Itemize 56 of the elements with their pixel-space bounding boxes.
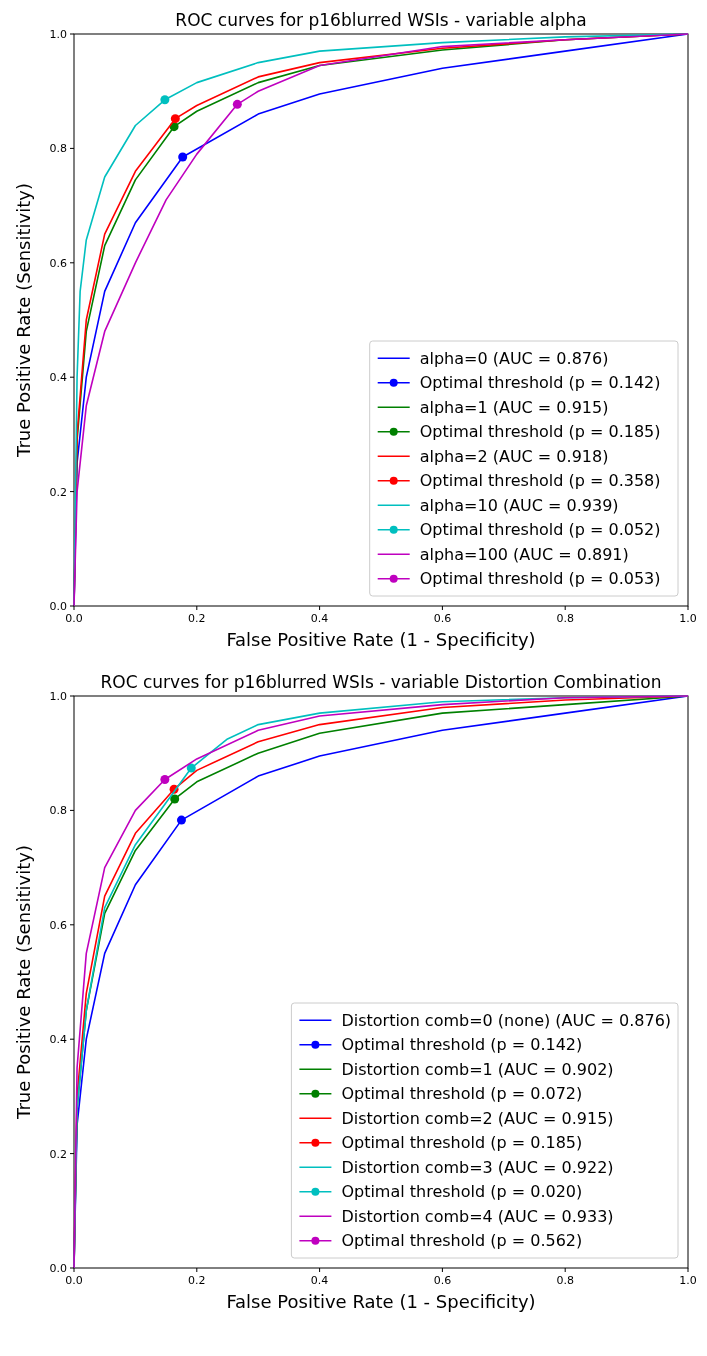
x-tick-label: 0.8 <box>556 612 574 625</box>
legend-label: alpha=1 (AUC = 0.915) <box>419 397 609 417</box>
y-tick-label: 0.6 <box>49 256 67 270</box>
y-tick-label: 0.0 <box>49 1262 67 1275</box>
x-axis-title: False Positive Rate (1 - Specificity) <box>226 629 536 650</box>
legend-label: Optimal threshold (p = 0.072) <box>341 1084 583 1104</box>
y-tick-label: 0.2 <box>49 485 67 499</box>
point <box>160 95 170 105</box>
legend-label: alpha=10 (AUC = 0.939) <box>419 495 619 515</box>
x-tick-label: 0.6 <box>433 1274 452 1287</box>
x-tick-label: 1.0 <box>679 1274 697 1287</box>
legend-label: Optimal threshold (p = 0.185) <box>341 1133 583 1153</box>
x-tick-label: 0.4 <box>310 612 329 625</box>
point <box>178 152 188 162</box>
y-tick-label: 0.4 <box>49 1033 67 1047</box>
legend-label: Optimal threshold (p = 0.142) <box>419 373 661 393</box>
y-tick-label: 0.8 <box>49 142 67 156</box>
legend-label: Distortion comb=2 (AUC = 0.915) <box>341 1108 614 1128</box>
point <box>232 99 242 109</box>
y-tick-label: 0.2 <box>49 1147 67 1161</box>
y-tick-label: 0.4 <box>49 371 67 385</box>
line-series <box>73 33 689 607</box>
y-tick-label: 0.8 <box>49 804 67 818</box>
legend-label: Distortion comb=3 (AUC = 0.922) <box>341 1157 614 1177</box>
y-tick-label: 1.0 <box>49 28 67 41</box>
y-axis-title: True Positive Rate (Sensitivity) <box>13 845 34 1120</box>
legend-label: alpha=0 (AUC = 0.876) <box>419 348 609 368</box>
chart-title: ROC curves for p16blurred WSIs - variable Distortion Combination <box>100 672 662 692</box>
point <box>170 114 180 124</box>
legend-label: Distortion comb=1 (AUC = 0.902) <box>341 1059 614 1079</box>
legend-label: Distortion comb=4 (AUC = 0.933) <box>341 1206 614 1226</box>
legend-label: Optimal threshold (p = 0.358) <box>419 471 661 491</box>
legend-label: Distortion comb=0 (none) (AUC = 0.876) <box>341 1010 672 1030</box>
legend-label: Optimal threshold (p = 0.020) <box>341 1182 583 1202</box>
x-tick-label: 0.4 <box>310 1274 329 1287</box>
x-axis-title: False Positive Rate (1 - Specificity) <box>226 1291 536 1312</box>
x-tick-label: 0.0 <box>65 612 83 625</box>
chart-title: ROC curves for p16blurred WSIs - variable alpha <box>175 10 587 30</box>
legend-label: Optimal threshold (p = 0.562) <box>341 1231 583 1251</box>
x-tick-label: 1.0 <box>679 612 697 625</box>
line-series <box>73 695 689 1269</box>
legend-label: Optimal threshold (p = 0.052) <box>419 520 661 540</box>
x-tick-label: 0.2 <box>188 1274 206 1287</box>
legend-label: Optimal threshold (p = 0.142) <box>341 1035 583 1055</box>
x-tick-label: 0.2 <box>188 612 206 625</box>
x-tick-label: 0.0 <box>65 1274 83 1287</box>
y-tick-label: 0.6 <box>49 918 67 932</box>
legend-label: alpha=2 (AUC = 0.918) <box>419 446 609 466</box>
x-tick-label: 0.8 <box>556 1274 574 1287</box>
x-tick-label: 0.6 <box>433 612 452 625</box>
legend-label: Optimal threshold (p = 0.185) <box>419 422 661 442</box>
y-tick-label: 0.0 <box>49 600 67 613</box>
legend-label: Optimal threshold (p = 0.053) <box>419 569 661 589</box>
legend-label: alpha=100 (AUC = 0.891) <box>419 544 629 564</box>
y-axis-title: True Positive Rate (Sensitivity) <box>13 183 34 458</box>
y-tick-label: 1.0 <box>49 690 67 703</box>
